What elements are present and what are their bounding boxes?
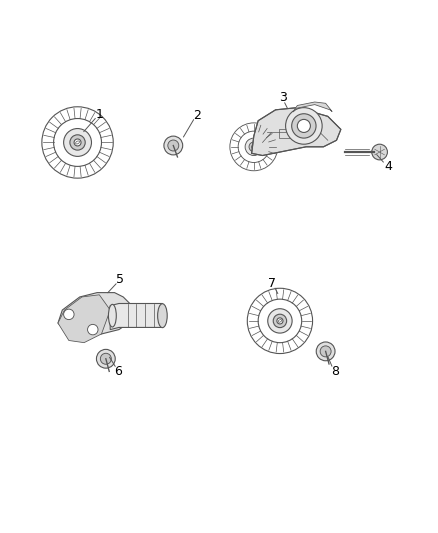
Text: 8: 8 [331,365,339,378]
Text: 7: 7 [268,277,276,289]
Polygon shape [58,295,110,343]
Circle shape [320,346,331,357]
Circle shape [70,135,85,150]
Circle shape [245,138,262,156]
Text: 5: 5 [116,272,124,286]
Circle shape [100,353,111,364]
Circle shape [286,108,322,144]
Circle shape [316,342,335,361]
Text: 4: 4 [384,160,392,173]
Ellipse shape [158,304,167,328]
Polygon shape [293,102,332,112]
Circle shape [277,318,283,324]
Circle shape [96,349,115,368]
Circle shape [372,144,388,160]
Ellipse shape [109,304,116,327]
Circle shape [64,128,92,156]
Circle shape [74,139,81,146]
Circle shape [297,119,311,133]
Text: 3: 3 [279,91,287,104]
Circle shape [64,309,74,320]
Circle shape [88,325,98,335]
Polygon shape [58,293,132,334]
Text: 2: 2 [193,109,201,122]
Text: 1: 1 [96,108,104,121]
Text: 6: 6 [114,365,122,378]
Polygon shape [252,108,341,156]
Circle shape [273,314,286,328]
Circle shape [168,140,179,151]
Circle shape [292,114,316,138]
Circle shape [164,136,183,155]
Circle shape [268,309,292,333]
Polygon shape [110,303,162,329]
Circle shape [249,142,258,151]
Circle shape [252,144,256,149]
